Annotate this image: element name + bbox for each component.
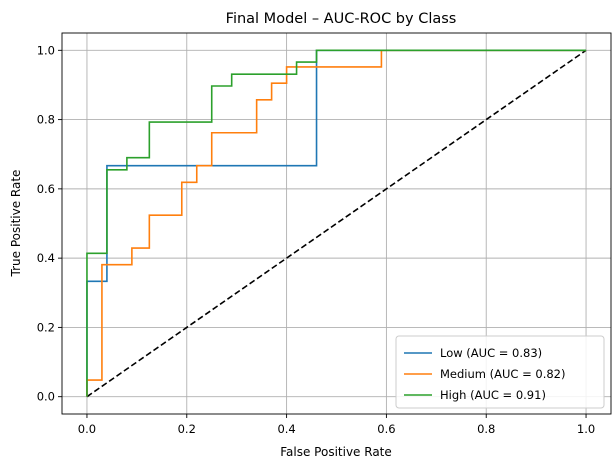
series-lines: [86, 49, 587, 397]
legend-label: Medium (AUC = 0.82): [440, 367, 565, 381]
x-tick-label: 1.0: [577, 422, 595, 436]
x-axis-ticks: 0.0 0.2 0.4 0.6 0.8 1.0: [78, 414, 595, 436]
legend-box: [395, 335, 605, 409]
y-tick-label: 0.8: [37, 113, 55, 127]
x-tick-label: 0.4: [277, 422, 295, 436]
y-tick-label: 0.4: [37, 251, 55, 265]
x-axis-label: False Positive Rate: [280, 445, 392, 459]
y-axis-label: True Positive Rate: [9, 170, 23, 278]
plot-frame: [61, 32, 612, 415]
series-line-1: [86, 49, 587, 397]
grid-lines: [62, 33, 611, 414]
diagonal-reference-line: [86, 49, 587, 398]
y-tick-label: 0.0: [37, 390, 55, 404]
reference-line-group: [86, 49, 587, 398]
y-tick-label: 0.6: [37, 182, 55, 196]
x-tick-label: 0.8: [477, 422, 495, 436]
x-tick-label: 0.6: [377, 422, 395, 436]
legend-label: Low (AUC = 0.83): [440, 346, 542, 360]
y-tick-label: 1.0: [37, 43, 55, 57]
series-line-2: [86, 49, 587, 397]
legend: Low (AUC = 0.83) Medium (AUC = 0.82) High …: [395, 335, 605, 409]
legend-label: High (AUC = 0.91): [440, 388, 546, 402]
y-tick-label: 0.2: [37, 320, 55, 334]
chart-title: Final Model – AUC-ROC by Class: [226, 11, 457, 27]
x-tick-label: 0.0: [78, 422, 96, 436]
y-axis-ticks: 0.0 0.2 0.4 0.6 0.8 1.0: [37, 43, 62, 404]
x-tick-label: 0.2: [178, 422, 196, 436]
